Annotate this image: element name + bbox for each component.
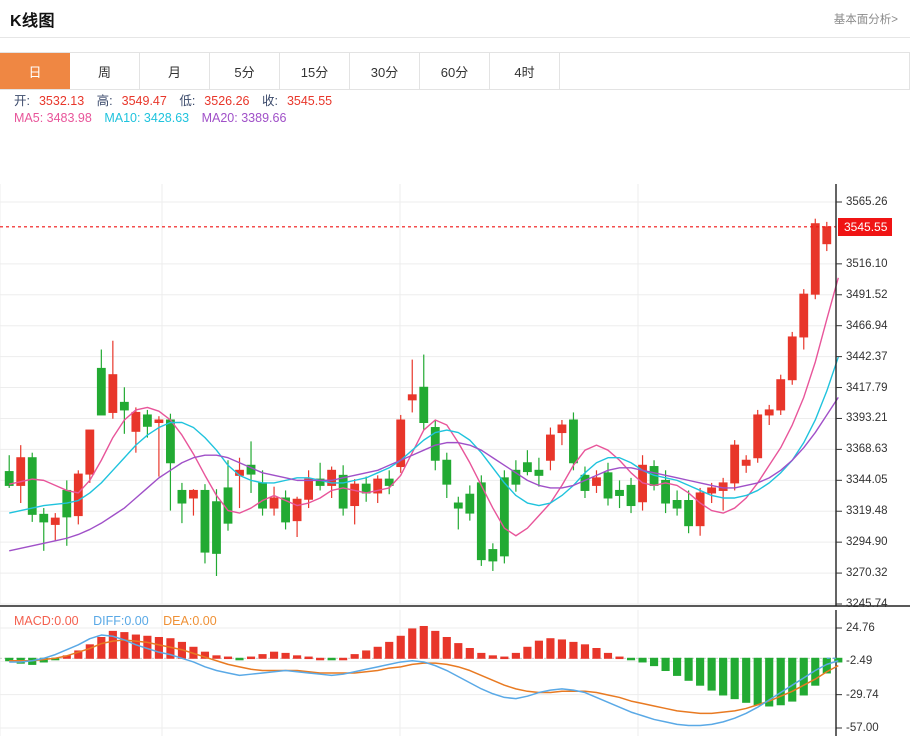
price-axis-label: 3368.63 <box>846 443 888 456</box>
page-header: K线图 基本面分析> <box>0 0 910 38</box>
macd-axis-label: 24.76 <box>846 622 875 634</box>
tab-4hour[interactable]: 4时 <box>490 53 560 89</box>
tab-day[interactable]: 日 <box>0 53 70 89</box>
current-price-badge: 3545.55 <box>838 217 893 236</box>
price-axis-label: 3565.26 <box>846 196 888 208</box>
fundamental-analysis-link[interactable]: 基本面分析> <box>833 13 898 26</box>
page-title: K线图 <box>10 12 56 30</box>
price-axis-label: 3294.90 <box>846 536 888 549</box>
price-axis-label: 3491.52 <box>846 288 888 301</box>
kline-chart-area[interactable]: 开: 3532.13 高: 3549.47 低: 3526.26 收: 3545.55 … <box>0 90 910 736</box>
price-axis-label: 3319.48 <box>846 505 888 518</box>
tabbar-filler <box>560 53 910 89</box>
candlestick-canvas <box>0 184 910 607</box>
price-axis-label: 3270.32 <box>846 567 888 580</box>
timeframe-tabbar: 日 周 月 5分 15分 30分 60分 4时 <box>0 52 910 90</box>
price-axis-label: 3442.37 <box>846 350 888 363</box>
tab-15min[interactable]: 15分 <box>280 53 350 89</box>
price-axis-label: 3245.74 <box>846 598 888 610</box>
price-axis-label: 3417.79 <box>846 381 888 394</box>
price-axis-label: 3393.21 <box>846 412 888 425</box>
tab-month[interactable]: 月 <box>140 53 210 89</box>
macd-canvas <box>0 610 843 736</box>
tab-week[interactable]: 周 <box>70 53 140 89</box>
tab-30min[interactable]: 30分 <box>350 53 420 89</box>
tab-60min[interactable]: 60分 <box>420 53 490 89</box>
price-axis-label: 3516.10 <box>846 257 888 270</box>
tab-5min[interactable]: 5分 <box>210 53 280 89</box>
price-axis-label: 3344.05 <box>846 474 888 487</box>
price-axis-label: 3466.94 <box>846 319 888 332</box>
